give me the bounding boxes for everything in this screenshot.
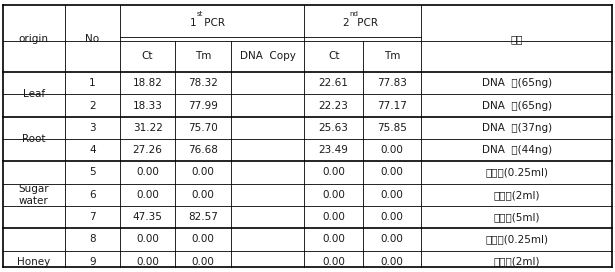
Text: No: No [85,34,99,44]
Text: 0.00: 0.00 [191,234,215,244]
Text: 77.17: 77.17 [377,101,407,110]
Text: 시료량(0.25ml): 시료량(0.25ml) [485,234,548,244]
Text: 시료량(2ml): 시료량(2ml) [493,190,540,200]
Text: st: st [197,11,203,17]
Text: Ct: Ct [328,51,339,61]
Text: nd: nd [349,11,358,17]
Text: 0.00: 0.00 [322,168,345,177]
Text: PCR: PCR [201,18,225,28]
Text: 5: 5 [89,168,95,177]
Text: DNA  양(65ng): DNA 양(65ng) [482,101,552,110]
Text: DNA  양(44ng): DNA 양(44ng) [482,145,552,155]
Text: 1: 1 [190,18,197,28]
Text: 2: 2 [89,101,95,110]
Text: Sugar
water: Sugar water [18,184,49,206]
Text: 76.68: 76.68 [188,145,218,155]
Text: 47.35: 47.35 [133,212,162,222]
Text: 31.22: 31.22 [133,123,162,133]
Text: 6: 6 [89,190,95,200]
Text: 0.00: 0.00 [381,257,403,267]
Text: 0.00: 0.00 [381,234,403,244]
Text: 27.26: 27.26 [133,145,162,155]
Text: DNA  양(37ng): DNA 양(37ng) [482,123,552,133]
Text: 82.57: 82.57 [188,212,218,222]
Text: 시료량(2ml): 시료량(2ml) [493,257,540,267]
Text: 0.00: 0.00 [191,190,215,200]
Text: 78.32: 78.32 [188,78,218,88]
Text: 1: 1 [89,78,95,88]
Text: Ct: Ct [142,51,153,61]
Text: 시료량(5ml): 시료량(5ml) [493,212,540,222]
Text: 22.23: 22.23 [319,101,349,110]
Text: 25.63: 25.63 [319,123,349,133]
Text: DNA  Copy: DNA Copy [240,51,295,61]
Text: 77.83: 77.83 [377,78,407,88]
Text: DNA  양(65ng): DNA 양(65ng) [482,78,552,88]
Text: 77.99: 77.99 [188,101,218,110]
Text: 0.00: 0.00 [322,234,345,244]
Text: PCR: PCR [354,18,378,28]
Text: 0.00: 0.00 [381,145,403,155]
Text: Tm: Tm [195,51,211,61]
Text: Tm: Tm [384,51,400,61]
Text: 0.00: 0.00 [381,168,403,177]
Text: 75.85: 75.85 [377,123,407,133]
Text: Leaf: Leaf [23,89,45,99]
Text: 9: 9 [89,257,95,267]
Text: 0.00: 0.00 [381,190,403,200]
Text: 75.70: 75.70 [188,123,218,133]
Text: 0.00: 0.00 [322,190,345,200]
Text: Root: Root [22,134,46,144]
Text: Honey: Honey [17,257,50,267]
Text: 비고: 비고 [510,34,523,44]
Text: origin: origin [19,34,49,44]
Text: 0.00: 0.00 [136,234,159,244]
Text: 0.00: 0.00 [381,212,403,222]
Text: 7: 7 [89,212,95,222]
Text: 18.33: 18.33 [133,101,162,110]
Text: 0.00: 0.00 [191,257,215,267]
Text: 0.00: 0.00 [322,212,345,222]
Text: 22.61: 22.61 [319,78,349,88]
Text: 8: 8 [89,234,95,244]
Text: 2: 2 [343,18,349,28]
Text: 0.00: 0.00 [191,168,215,177]
Text: 3: 3 [89,123,95,133]
Text: 4: 4 [89,145,95,155]
Text: 23.49: 23.49 [319,145,349,155]
Text: 0.00: 0.00 [136,257,159,267]
Text: 0.00: 0.00 [136,190,159,200]
Text: 18.82: 18.82 [133,78,162,88]
Text: 0.00: 0.00 [322,257,345,267]
Text: 시료량(0.25ml): 시료량(0.25ml) [485,168,548,177]
Text: 0.00: 0.00 [136,168,159,177]
